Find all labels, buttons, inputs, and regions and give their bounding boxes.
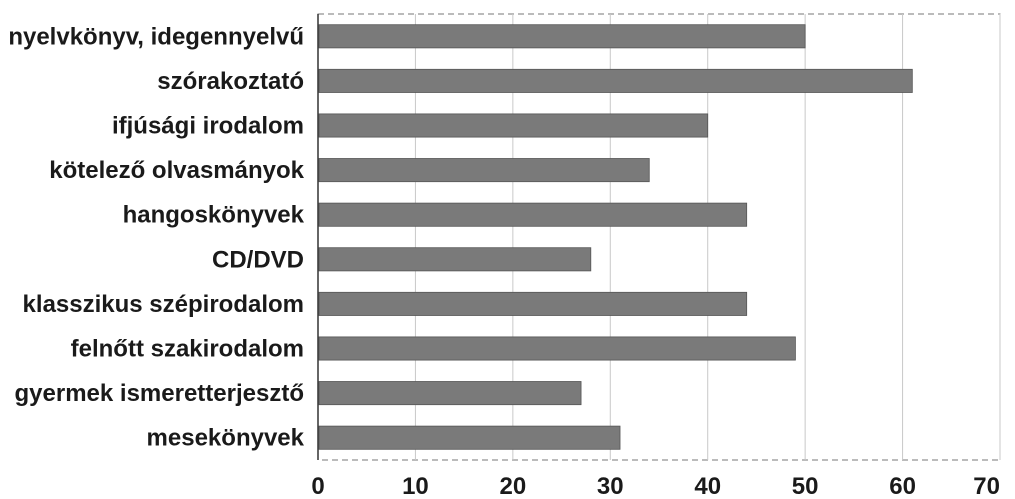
category-label: klasszikus szépirodalom <box>23 291 304 318</box>
x-tick-label: 60 <box>889 473 916 499</box>
x-tick-label: 70 <box>973 473 1000 499</box>
bar <box>318 291 748 316</box>
bar <box>318 113 709 138</box>
bar <box>318 202 748 227</box>
bar <box>318 158 650 183</box>
x-tick-label: 0 <box>311 473 324 499</box>
bar <box>318 247 592 272</box>
category-label: CD/DVD <box>212 246 304 273</box>
bar <box>318 68 913 93</box>
category-label: gyermek ismeretterjesztő <box>15 380 304 407</box>
category-label: nyelvkönyv, idegennyelvű <box>8 23 304 50</box>
x-tick-label: 20 <box>500 473 527 499</box>
category-label: ifjúsági irodalom <box>112 113 304 140</box>
bar <box>318 336 796 361</box>
bars <box>318 24 913 450</box>
category-label: kötelező olvasmányok <box>49 157 304 184</box>
bar <box>318 24 806 49</box>
x-tick-label: 40 <box>694 473 721 499</box>
x-tick-label: 50 <box>792 473 819 499</box>
x-tick-label: 30 <box>597 473 624 499</box>
category-label: szórakoztató <box>157 68 304 95</box>
x-tick-labels: 0 10 20 30 40 50 60 70 <box>311 473 1000 499</box>
category-labels: nyelvkönyv, idegennyelvű szórakoztató ifjú… <box>8 23 304 451</box>
category-label: hangoskönyvek <box>123 202 305 229</box>
category-label: mesekönyvek <box>147 425 305 452</box>
x-tick-label: 10 <box>402 473 429 499</box>
bar <box>318 381 582 406</box>
category-label: felnőtt szakirodalom <box>71 336 304 363</box>
bar <box>318 425 621 450</box>
